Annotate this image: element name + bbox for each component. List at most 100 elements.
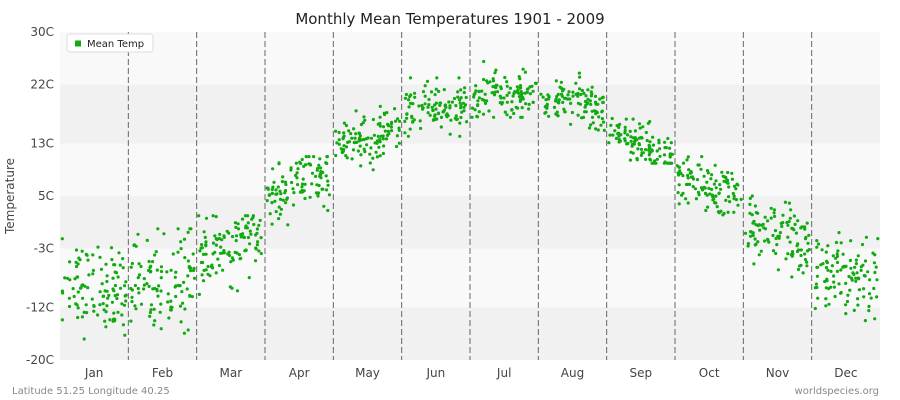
data-point: [586, 88, 590, 92]
data-point: [321, 187, 325, 191]
data-point: [841, 252, 845, 256]
data-point: [186, 230, 190, 234]
data-point: [601, 95, 605, 99]
data-point: [668, 146, 672, 150]
data-point: [217, 263, 221, 268]
data-point: [820, 248, 824, 252]
data-point: [211, 241, 216, 245]
data-point: [350, 157, 354, 161]
data-point: [507, 91, 511, 95]
data-point: [456, 90, 460, 94]
data-point: [651, 143, 656, 147]
data-point: [483, 101, 488, 105]
data-point: [662, 153, 667, 157]
data-point: [646, 121, 651, 125]
data-point: [563, 110, 567, 114]
data-point: [359, 164, 363, 168]
data-point: [142, 283, 146, 287]
data-point: [459, 96, 463, 100]
data-point: [136, 276, 140, 280]
data-point: [157, 284, 161, 288]
data-point: [152, 323, 156, 327]
data-point: [570, 110, 575, 115]
data-point: [129, 265, 133, 269]
data-point: [676, 191, 680, 195]
data-point: [393, 107, 397, 111]
data-point: [648, 140, 652, 144]
data-point: [362, 147, 366, 151]
data-point: [133, 283, 137, 288]
data-point: [76, 315, 80, 320]
data-point: [375, 139, 380, 143]
data-point: [123, 333, 127, 337]
data-point: [824, 286, 828, 290]
data-point: [312, 155, 316, 159]
data-point: [327, 193, 331, 197]
data-point: [859, 265, 863, 269]
data-point: [850, 278, 854, 282]
data-point: [248, 242, 252, 246]
data-point: [76, 290, 80, 294]
x-tick-label: May: [355, 366, 380, 380]
data-point: [132, 243, 136, 247]
data-point: [130, 288, 134, 292]
data-point: [347, 140, 352, 144]
data-point: [403, 131, 407, 135]
data-point: [115, 293, 120, 297]
data-point: [316, 194, 320, 198]
y-axis-label: Temperature: [3, 158, 17, 235]
data-point: [229, 260, 233, 264]
data-point: [459, 115, 463, 120]
data-point: [130, 261, 134, 266]
data-point: [502, 96, 506, 100]
data-point: [623, 128, 627, 133]
data-point: [363, 118, 367, 122]
data-point: [188, 293, 192, 298]
data-point: [583, 105, 587, 109]
data-point: [156, 294, 160, 298]
data-point: [254, 247, 258, 251]
data-point: [717, 211, 721, 215]
data-point: [807, 233, 811, 237]
data-point: [844, 303, 848, 307]
data-point: [151, 287, 155, 291]
data-point: [300, 182, 305, 186]
data-point: [257, 223, 261, 227]
data-point: [590, 115, 595, 119]
data-point: [281, 175, 285, 179]
data-point: [725, 178, 729, 182]
data-point: [843, 265, 847, 269]
data-point: [403, 119, 407, 123]
data-point: [245, 226, 249, 230]
data-point: [645, 138, 649, 143]
data-point: [381, 151, 385, 156]
data-point: [137, 262, 141, 266]
data-point: [476, 99, 480, 103]
data-point: [719, 187, 723, 191]
data-point: [362, 115, 366, 119]
data-point: [421, 106, 425, 110]
data-point: [382, 144, 386, 148]
data-point: [80, 249, 84, 253]
data-point: [283, 191, 287, 195]
data-point: [590, 92, 594, 96]
data-point: [442, 88, 446, 92]
data-point: [173, 275, 177, 279]
data-point: [715, 205, 719, 209]
data-point: [134, 307, 138, 311]
data-point: [759, 249, 763, 253]
data-point: [851, 271, 855, 275]
data-point: [596, 128, 600, 132]
data-point: [724, 175, 728, 180]
data-point: [739, 197, 743, 201]
data-point: [796, 242, 800, 246]
data-point: [316, 191, 321, 195]
data-point: [72, 294, 76, 299]
data-point: [152, 307, 156, 311]
data-point: [864, 235, 869, 239]
data-point: [525, 90, 530, 94]
data-point: [342, 144, 346, 148]
data-point: [520, 115, 524, 119]
data-point: [344, 145, 349, 149]
data-point: [848, 258, 853, 263]
